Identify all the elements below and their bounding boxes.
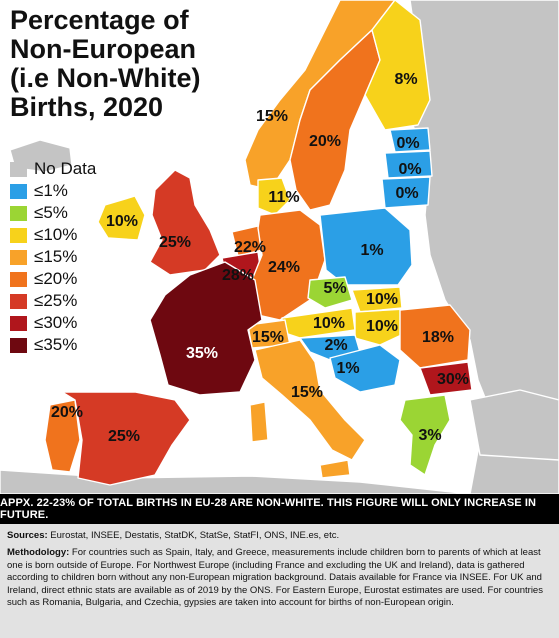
legend-swatch (10, 183, 27, 199)
label-latvia: 0% (398, 161, 422, 178)
region-italy (254, 339, 366, 461)
sources-text: Eurostat, INSEE, Destatis, StatDK, StatS… (50, 530, 340, 541)
label-belgium: 28% (221, 267, 255, 284)
region-czechia (307, 276, 353, 309)
label-uk: 25% (158, 234, 192, 251)
legend-item: ≤10% (10, 224, 96, 246)
label-slovakia: 10% (365, 291, 399, 308)
legend-label: ≤30% (34, 313, 78, 332)
region-spain (61, 391, 191, 486)
label-netherlands: 22% (233, 239, 267, 256)
legend-item: ≤15% (10, 246, 96, 268)
legend: No Data ≤1% ≤5% ≤10% ≤15% ≤20% ≤25% ≤30%… (10, 158, 96, 356)
region-hungary (354, 308, 413, 346)
label-ireland: 10% (105, 213, 139, 230)
region-ireland (97, 195, 146, 241)
legend-label: ≤35% (34, 335, 78, 354)
legend-label: No Data (34, 159, 97, 178)
label-poland: 1% (360, 242, 384, 259)
region-bulgaria (419, 361, 473, 396)
label-bulgaria: 30% (436, 371, 470, 388)
map-title: Percentage of Non-European (i.e Non-Whit… (10, 5, 201, 122)
land-turkey (469, 389, 559, 461)
legend-item: ≤5% (10, 202, 96, 224)
legend-swatch (10, 227, 27, 243)
region-germany (249, 209, 326, 321)
legend-label: ≤5% (34, 203, 68, 222)
methodology-line: Methodology: For countries such as Spain… (7, 547, 552, 609)
label-spain: 25% (107, 428, 141, 445)
legend-item: ≤1% (10, 180, 96, 202)
sources-label: Sources: (7, 530, 48, 541)
label-slovenia-croatia: 2% (324, 337, 348, 354)
methodology-text: For countries such as Spain, Italy, and … (7, 547, 543, 609)
region-lithuania (381, 176, 431, 209)
region-slovakia (351, 286, 403, 313)
legend-label: ≤10% (34, 225, 78, 244)
legend-swatch (10, 249, 27, 265)
label-balkans: 1% (336, 360, 360, 377)
label-czechia: 5% (323, 280, 347, 297)
region-estonia (389, 127, 431, 153)
label-austria: 10% (312, 315, 346, 332)
label-france: 35% (185, 345, 219, 362)
region-poland (319, 207, 413, 286)
label-estonia: 0% (396, 135, 420, 152)
region-greece (399, 394, 451, 476)
label-hungary: 10% (365, 318, 399, 335)
summary-banner: APPX. 22-23% OF TOTAL BIRTHS IN EU-28 AR… (0, 494, 559, 524)
legend-label: ≤25% (34, 291, 78, 310)
label-denmark: 11% (268, 189, 300, 206)
label-sweden: 20% (308, 133, 342, 150)
label-germany: 24% (267, 259, 301, 276)
legend-item: ≤30% (10, 312, 96, 334)
label-switzerland: 15% (251, 329, 285, 346)
legend-swatch (10, 161, 27, 177)
region-sardinia (249, 401, 269, 443)
region-france (149, 261, 263, 396)
map-panel: Percentage of Non-European (i.e Non-Whit… (0, 0, 559, 494)
legend-label: ≤15% (34, 247, 78, 266)
region-romania (399, 304, 471, 369)
footer: Sources: Eurostat, INSEE, Destatis, Stat… (0, 524, 559, 638)
legend-swatch (10, 315, 27, 331)
legend-swatch (10, 293, 27, 309)
legend-item: ≤20% (10, 268, 96, 290)
label-portugal: 20% (50, 404, 84, 421)
legend-item: ≤25% (10, 290, 96, 312)
legend-item: ≤35% (10, 334, 96, 356)
legend-swatch (10, 271, 27, 287)
label-finland: 8% (394, 71, 418, 88)
sources-line: Sources: Eurostat, INSEE, Destatis, Stat… (7, 530, 552, 542)
region-finland (364, 0, 431, 131)
methodology-label: Methodology: (7, 547, 70, 559)
legend-swatch (10, 205, 27, 221)
label-greece: 3% (418, 427, 442, 444)
label-italy: 15% (290, 384, 324, 401)
europe-map (0, 0, 559, 494)
region-denmark (257, 177, 291, 216)
label-lithuania: 0% (395, 185, 419, 202)
legend-label: ≤1% (34, 181, 68, 200)
legend-swatch (10, 337, 27, 353)
legend-item: No Data (10, 158, 96, 180)
region-sicily (319, 459, 351, 479)
region-balkans (329, 344, 401, 393)
region-latvia (384, 150, 433, 179)
legend-label: ≤20% (34, 269, 78, 288)
label-romania: 18% (421, 329, 455, 346)
region-uk (149, 169, 221, 276)
label-norway: 15% (255, 108, 289, 125)
